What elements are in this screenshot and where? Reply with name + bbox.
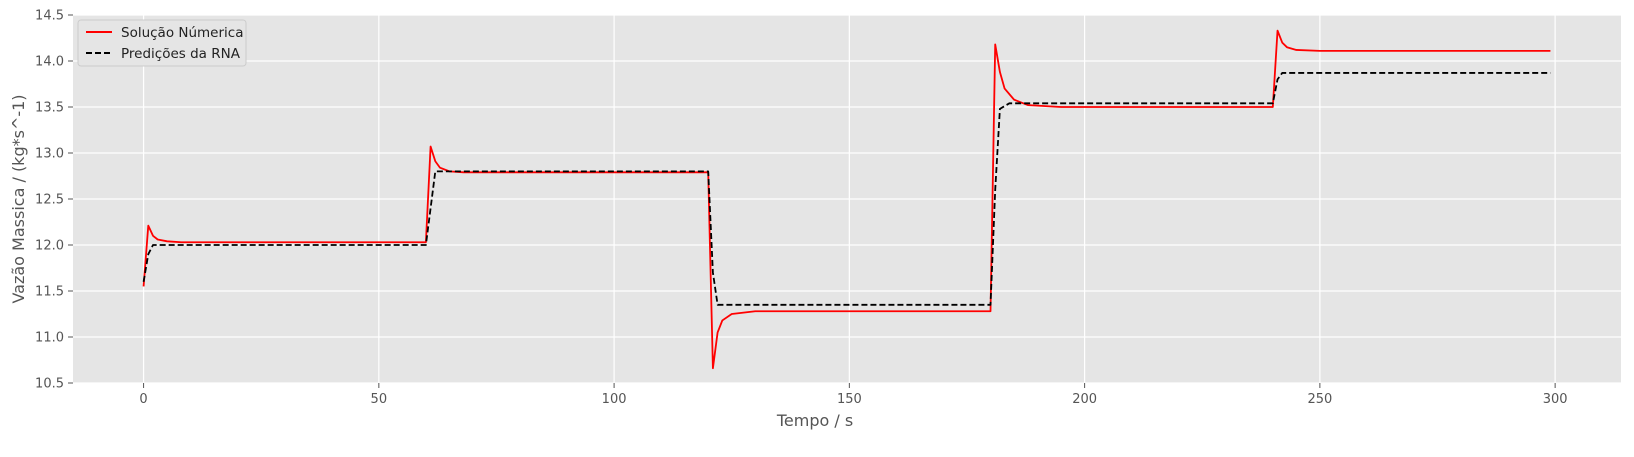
legend-box [77,19,247,67]
x-tick-label: 100 [602,392,627,407]
series-line-predicoes-rna [142,72,1551,306]
x-axis-label: Tempo / s [776,411,853,430]
y-axis-ticks: 10.5 11.0 11.5 12.0 12.5 13.0 13.5 14.0 14.5 [35,9,73,392]
x-axis-ticks: 0 50 100 150 200 250 300 [139,383,1568,407]
x-tick-label: 150 [837,392,862,407]
y-tick-label: 14.0 [35,55,64,70]
x-tick-label: 200 [1072,392,1097,407]
y-tick-label: 14.5 [35,9,64,24]
x-tick-label: 300 [1543,392,1568,407]
x-tick-label: 0 [139,392,147,407]
legend-label-predicoes-rna: Predições da RNA [121,46,241,62]
y-tick-label: 10.5 [35,377,64,392]
grid-lines [73,14,1621,384]
legend: Solução Númerica Predições da RNA [77,19,247,67]
x-tick-label: 50 [371,392,388,407]
y-tick-label: 13.0 [35,147,64,162]
y-tick-label: 13.5 [35,101,64,116]
y-tick-label: 12.5 [35,193,64,208]
data-series [142,29,1551,370]
y-tick-label: 11.0 [35,331,64,346]
x-tick-label: 250 [1307,392,1332,407]
y-tick-label: 11.5 [35,285,64,300]
series-line-solucao-numerica [142,29,1551,370]
legend-label-solucao-numerica: Solução Númerica [121,25,244,41]
y-tick-label: 12.0 [35,239,64,254]
y-axis-label: Vazão Massica / (kg*s^-1) [9,94,28,303]
